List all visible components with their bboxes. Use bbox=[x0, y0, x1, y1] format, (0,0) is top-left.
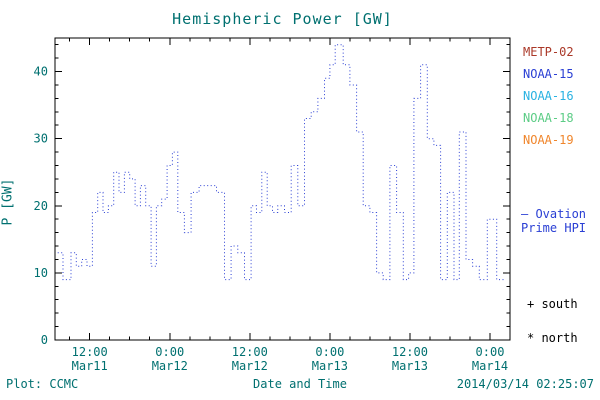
x-tick-date-label: Mar13 bbox=[392, 359, 428, 373]
x-tick-time-label: 12:00 bbox=[72, 345, 108, 359]
legend-item-noaa19: NOAA-19 bbox=[523, 133, 574, 147]
legend-satellites: METP-02 NOAA-15 NOAA-16 NOAA-18 NOAA-19 bbox=[523, 46, 574, 156]
y-tick-label: 40 bbox=[34, 65, 48, 79]
x-tick-date-label: Mar12 bbox=[152, 359, 188, 373]
legend-ovation-line1: — Ovation bbox=[521, 207, 587, 221]
legend-item-noaa18: NOAA-18 bbox=[523, 111, 574, 125]
legend-south-marker: + south bbox=[527, 297, 578, 311]
x-tick-time-label: 0:00 bbox=[315, 345, 344, 359]
legend-item-metp02: METP-02 bbox=[523, 45, 574, 59]
legend-ovation-line2: Prime HPI bbox=[521, 221, 587, 235]
legend-item-noaa15: NOAA-15 bbox=[523, 67, 574, 81]
legend-item-noaa16: NOAA-16 bbox=[523, 89, 574, 103]
x-tick-time-label: 12:00 bbox=[392, 345, 428, 359]
axes-frame bbox=[54, 37, 511, 341]
legend-ovation-prime-hpi: — Ovation Prime HPI bbox=[521, 207, 586, 235]
y-tick-label: 0 bbox=[41, 333, 48, 347]
chart-title: Hemispheric Power [GW] bbox=[172, 10, 393, 28]
y-tick-label: 10 bbox=[34, 266, 48, 280]
plot-timestamp: 2014/03/14 02:25:07 bbox=[456, 377, 594, 391]
x-tick-time-label: 0:00 bbox=[155, 345, 184, 359]
x-tick-time-label: 0:00 bbox=[476, 345, 505, 359]
hpi-step-line bbox=[57, 44, 506, 281]
x-tick-date-label: Mar13 bbox=[312, 359, 348, 373]
x-tick-date-label: Mar12 bbox=[232, 359, 268, 373]
x-tick-date-label: Mar14 bbox=[472, 359, 508, 373]
y-tick-label: 30 bbox=[34, 132, 48, 146]
x-axis-label: Date and Time bbox=[253, 377, 347, 391]
legend-north-marker: * north bbox=[527, 331, 578, 345]
x-tick-time-label: 12:00 bbox=[232, 345, 268, 359]
plot-source-label: Plot: CCMC bbox=[6, 377, 79, 391]
x-tick-date-label: Mar11 bbox=[72, 359, 108, 373]
y-tick-label: 20 bbox=[34, 199, 48, 213]
